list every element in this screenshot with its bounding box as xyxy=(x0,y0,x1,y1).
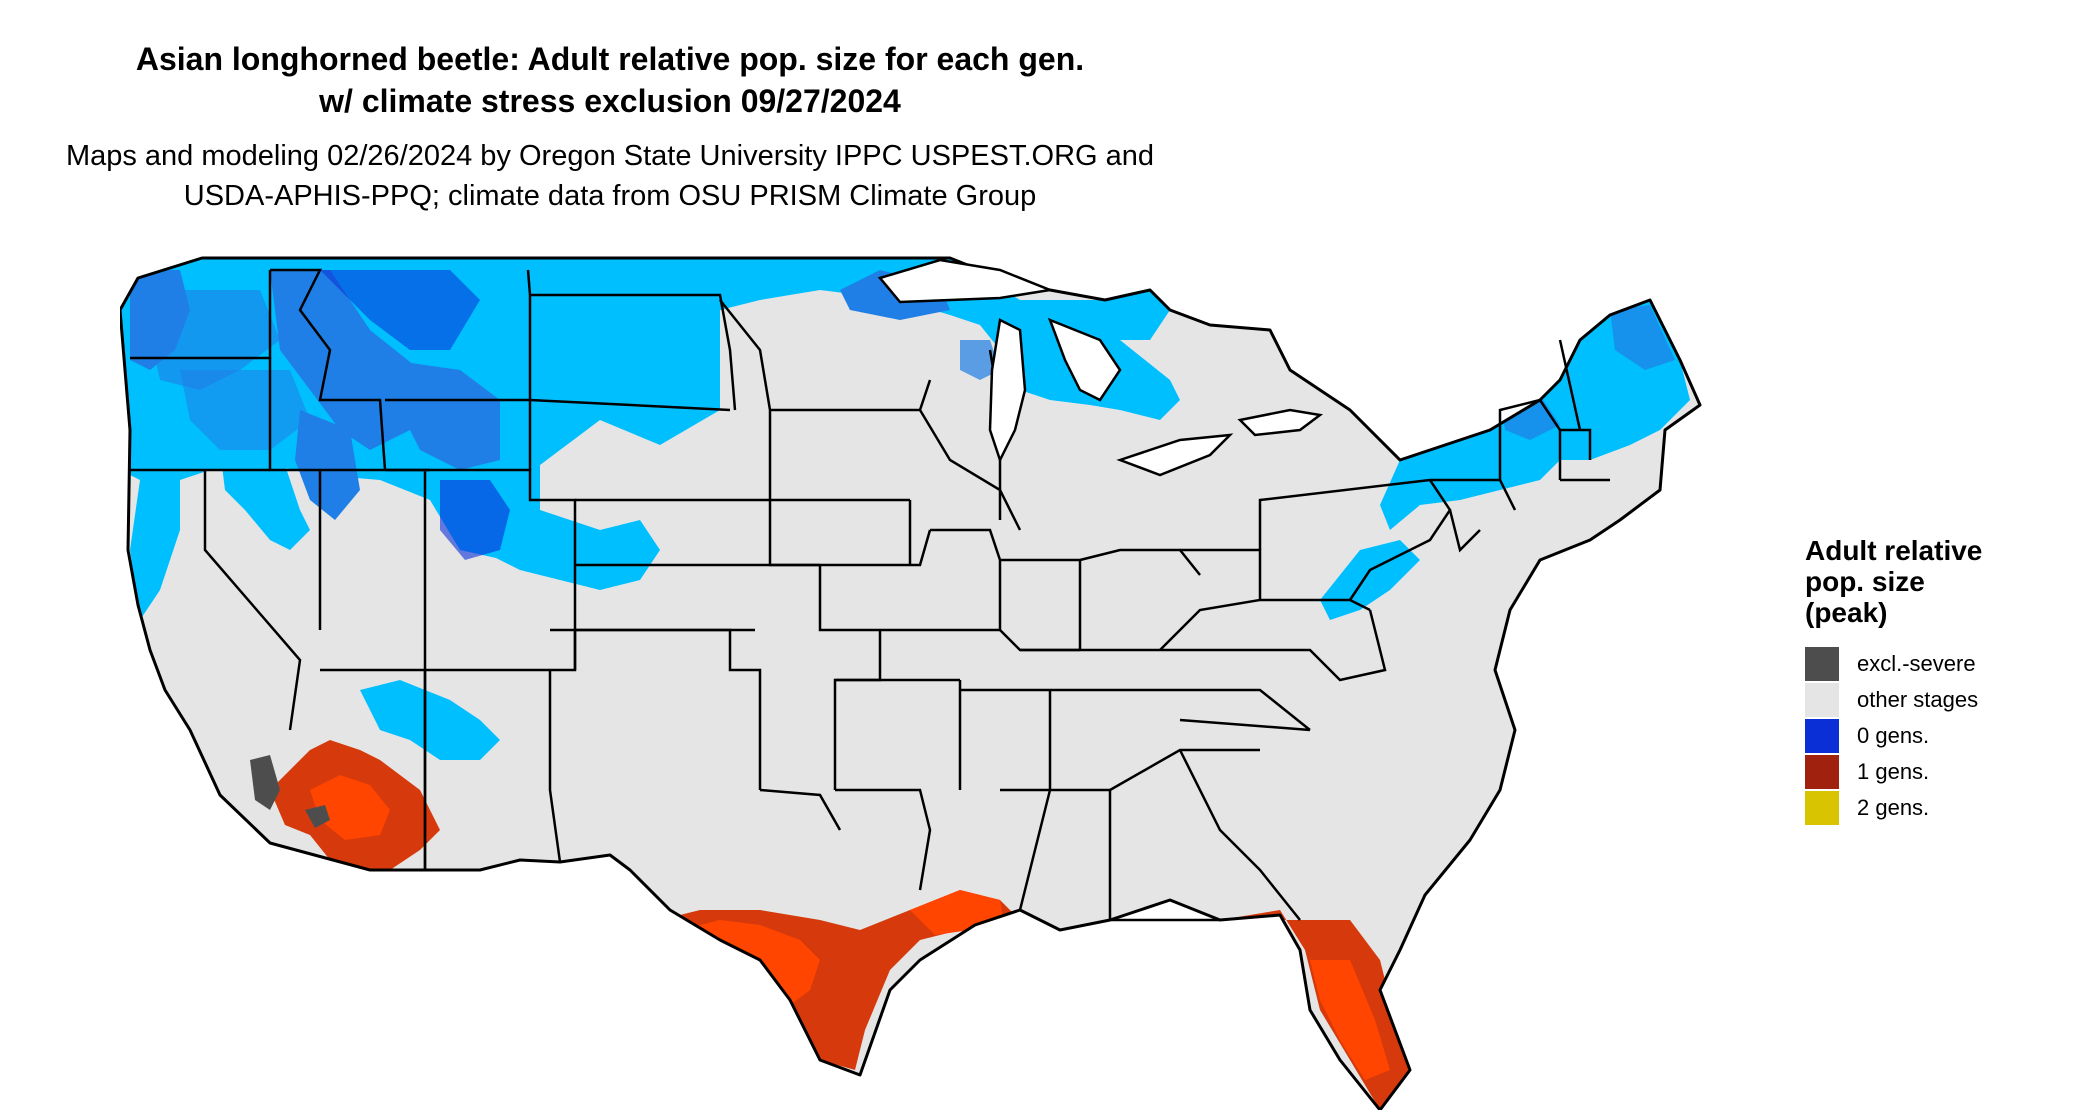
great-lakes xyxy=(877,258,1324,477)
zone-maine-dark xyxy=(1610,305,1675,370)
us-map xyxy=(120,256,1702,1110)
legend-title-line-3: (peak) xyxy=(1805,597,1888,628)
legend: Adult relative pop. size (peak) excl.-se… xyxy=(1805,535,1982,826)
us-outline xyxy=(120,256,1702,1110)
zone-excluded-gila xyxy=(305,805,330,828)
lake-ontario xyxy=(1237,408,1324,437)
title-line-2: w/ climate stress exclusion 09/27/2024 xyxy=(319,83,901,119)
map-subtitle: Maps and modeling 02/26/2024 by Oregon S… xyxy=(0,136,1220,216)
legend-item-0-gens: 0 gens. xyxy=(1805,718,1982,754)
state-borders xyxy=(130,268,1610,922)
zone-az-highlands xyxy=(360,680,500,760)
zone-southwest-core xyxy=(310,775,390,840)
legend-swatch xyxy=(1805,647,1839,681)
zone-sierra xyxy=(220,450,310,550)
legend-title: Adult relative pop. size (peak) xyxy=(1805,535,1982,628)
legend-label: 0 gens. xyxy=(1857,723,1930,748)
zone-utah-dark xyxy=(295,410,360,520)
legend-swatch xyxy=(1805,683,1839,717)
zone-oregon-dark xyxy=(180,370,310,450)
zone-colorado-dark xyxy=(440,480,510,560)
zone-montana-dark xyxy=(320,270,480,350)
map-title: Asian longhorned beetle: Adult relative … xyxy=(0,38,1220,122)
zone-florida-light xyxy=(1310,960,1390,1080)
legend-swatch xyxy=(1805,755,1839,789)
legend-title-line-1: Adult relative xyxy=(1805,535,1983,566)
legend-item-2-gens: 2 gens. xyxy=(1805,790,1982,826)
legend-label: excl.-severe xyxy=(1857,651,1976,676)
subtitle-line-1: Maps and modeling 02/26/2024 by Oregon S… xyxy=(65,140,1155,172)
legend-swatch xyxy=(1805,719,1839,753)
legend-label: 2 gens. xyxy=(1857,795,1930,820)
legend-label: other stages xyxy=(1857,687,1979,712)
lake-superior xyxy=(877,258,1055,304)
legend-label: 1 gens. xyxy=(1857,759,1930,784)
legend-item-other-stages: other stages xyxy=(1805,682,1982,718)
zone-washington-dark xyxy=(140,290,280,390)
legend-swatch xyxy=(1805,791,1839,825)
legend-title-line-2: pop. size xyxy=(1805,566,1925,597)
zone-wyoming-dark xyxy=(390,360,500,470)
zones xyxy=(120,258,1690,1110)
legend-item-excluded: excl.-severe xyxy=(1805,646,1982,682)
lake-huron xyxy=(1047,317,1122,402)
legend-item-1-gens: 1 gens. xyxy=(1805,754,1982,790)
lake-michigan xyxy=(988,318,1027,464)
title-line-1: Asian longhorned beetle: Adult relative … xyxy=(135,41,1085,77)
zone-oregon-coast xyxy=(130,480,180,620)
subtitle-line-2: USDA-APHIS-PPQ; climate data from OSU PR… xyxy=(183,180,1037,212)
zone-idaho-dark xyxy=(270,270,420,450)
lake-erie xyxy=(1116,433,1234,477)
zone-excluded-mojave xyxy=(250,755,280,810)
